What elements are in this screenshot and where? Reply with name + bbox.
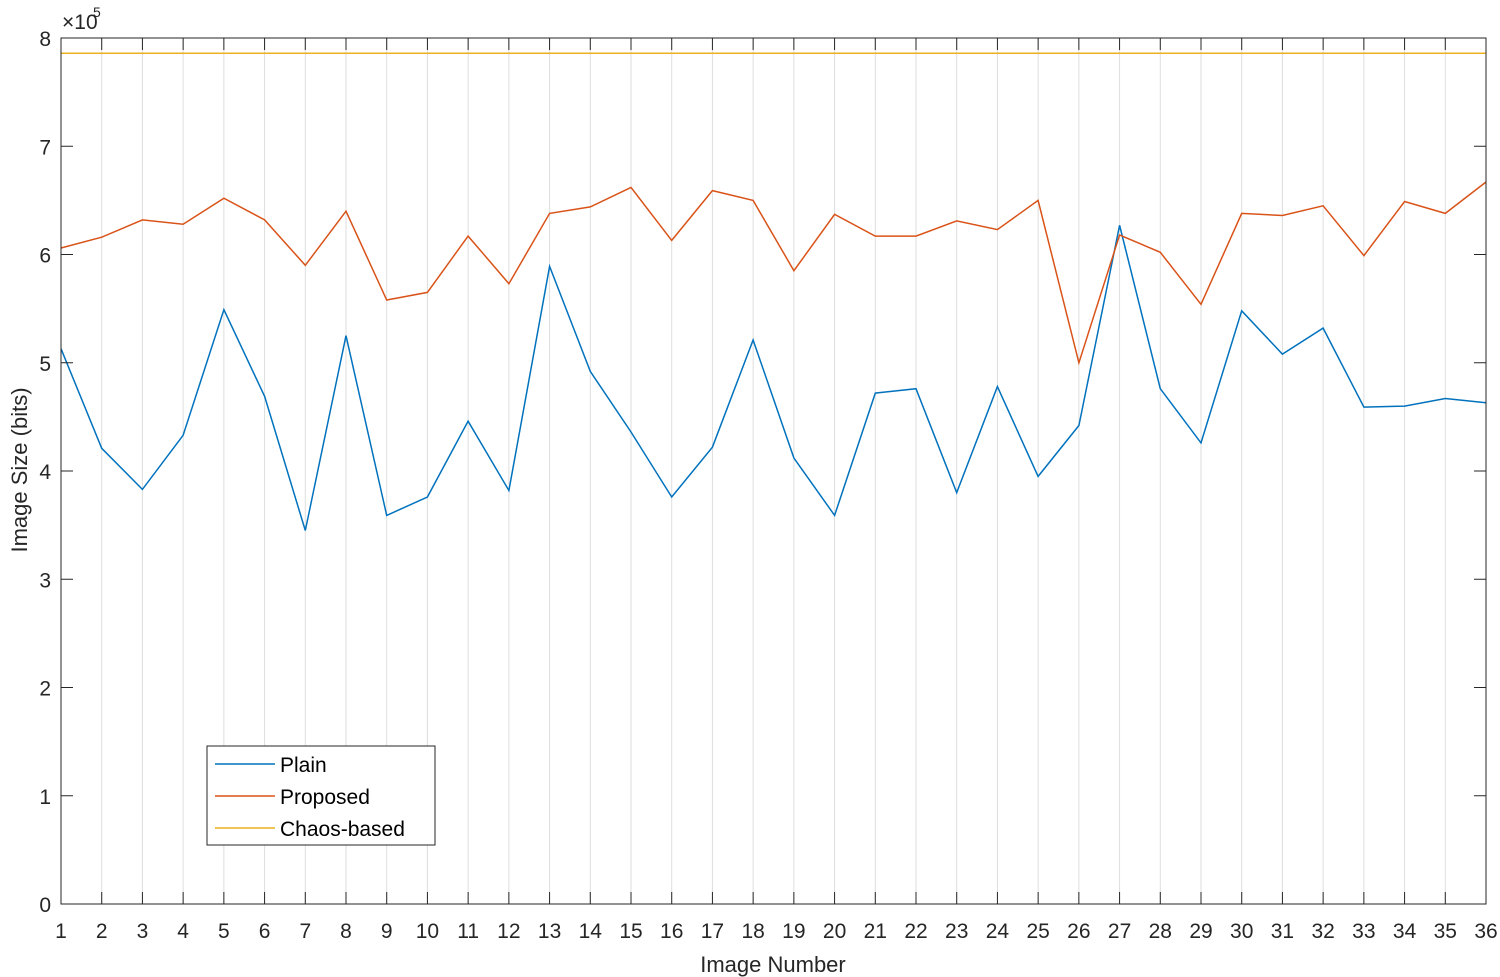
x-tick-label: 12	[497, 920, 520, 943]
series-layer	[60, 52, 1487, 531]
series-line-plain	[60, 225, 1487, 531]
x-tick-label: 32	[1311, 920, 1334, 943]
x-tick-label: 34	[1393, 920, 1417, 943]
x-tick-label: 4	[177, 920, 189, 943]
x-tick-label: 5	[218, 920, 230, 943]
x-tick-label: 33	[1352, 920, 1375, 943]
x-tick-label: 15	[619, 920, 642, 943]
x-tick-label: 27	[1108, 920, 1131, 943]
x-tick-label: 31	[1271, 920, 1294, 943]
legend-label-plain: Plain	[280, 754, 327, 777]
y-axis-label: Image Size (bits)	[7, 387, 32, 552]
legend: Plain Proposed Chaos-based	[206, 745, 436, 846]
x-tick-label: 36	[1474, 920, 1497, 943]
legend-label-proposed: Proposed	[280, 786, 370, 809]
x-tick-label: 22	[904, 920, 927, 943]
x-tick-label: 30	[1230, 920, 1253, 943]
x-tick-label: 28	[1149, 920, 1172, 943]
tick-label-layer: 1 2 3 4 5 6 7 8 9 10 11 12 13 14 15 16 17 18 19 20 21 22 23 24 2…	[39, 28, 1497, 943]
x-tick-label: 35	[1434, 920, 1457, 943]
x-tick-label: 10	[416, 920, 439, 943]
x-tick-label: 23	[945, 920, 968, 943]
y-tick-label: 5	[39, 353, 51, 376]
y-tick-label: 6	[39, 245, 51, 268]
x-tick-label: 6	[259, 920, 271, 943]
grid-layer	[101, 38, 1446, 904]
y-tick-label: 7	[39, 136, 51, 159]
x-tick-label: 3	[137, 920, 149, 943]
y-tick-label: 4	[39, 461, 51, 484]
x-tick-label: 19	[782, 920, 805, 943]
x-tick-label: 21	[864, 920, 887, 943]
y-tick-label: 1	[39, 786, 51, 809]
x-tick-label: 26	[1067, 920, 1090, 943]
series-line-proposed	[60, 181, 1487, 366]
axes-layer	[60, 37, 1487, 905]
x-tick-label: 16	[660, 920, 683, 943]
x-tick-label: 24	[986, 920, 1010, 943]
x-tick-label: 11	[457, 920, 479, 943]
y-tick-label: 2	[39, 678, 51, 701]
y-exponent-label: ×10	[62, 11, 98, 34]
y-tick-label: 3	[39, 569, 51, 592]
y-tick-label: 0	[39, 894, 51, 917]
x-tick-label: 20	[823, 920, 846, 943]
x-axis-label: Image Number	[700, 952, 846, 977]
x-tick-label: 7	[299, 920, 311, 943]
legend-label-chaos-based: Chaos-based	[280, 818, 405, 841]
x-tick-label: 13	[538, 920, 561, 943]
x-tick-label: 14	[579, 920, 603, 943]
x-tick-label: 1	[55, 920, 67, 943]
x-tick-label: 18	[741, 920, 764, 943]
x-tick-label: 29	[1189, 920, 1212, 943]
x-tick-label: 9	[381, 920, 393, 943]
y-tick-label: 8	[39, 28, 51, 51]
y-exponent-power: 5	[93, 4, 101, 20]
x-tick-label: 17	[701, 920, 724, 943]
x-tick-label: 8	[340, 920, 352, 943]
x-tick-label: 2	[96, 920, 108, 943]
x-tick-label: 25	[1026, 920, 1049, 943]
